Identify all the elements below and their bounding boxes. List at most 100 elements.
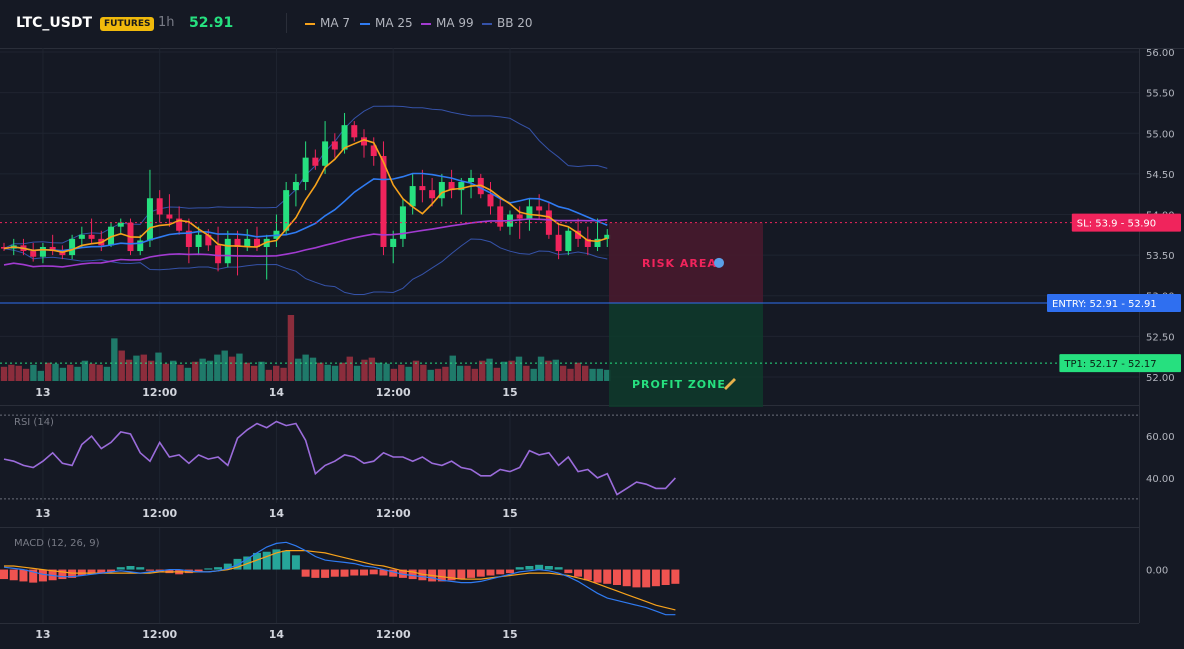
volume-bar	[346, 356, 353, 381]
macd-histogram-bar	[223, 563, 232, 570]
volume-bar	[0, 366, 8, 381]
volume-bar	[103, 366, 111, 381]
volume-bar	[155, 352, 162, 381]
candle-body	[390, 238, 397, 247]
ma7-swatch	[305, 22, 315, 25]
candle-body	[594, 238, 601, 247]
time-tick-label: 12:00	[142, 386, 177, 399]
macd-histogram-bar	[622, 569, 631, 587]
candle-body	[361, 137, 368, 146]
candle-body	[545, 210, 552, 235]
interval-selector[interactable]: 1h	[158, 15, 175, 30]
rocket-icon	[724, 378, 736, 390]
volume-bar	[59, 367, 67, 381]
candle-body	[69, 238, 76, 256]
volume-bar	[574, 362, 582, 381]
volume-bar	[243, 362, 250, 381]
time-tick-label: 14	[269, 507, 285, 520]
macd-histogram-bar	[418, 569, 427, 581]
candle-body	[370, 145, 377, 157]
macd-histogram-bar	[496, 569, 505, 575]
volume-bar	[265, 369, 273, 381]
profit-zone-label: PROFIT ZONE	[632, 378, 726, 391]
time-tick-label: 12:00	[142, 507, 177, 520]
price-tick-label: 56.00	[1146, 48, 1175, 59]
volume-bar	[405, 366, 412, 381]
volume-bar	[464, 365, 471, 381]
volume-bar	[133, 355, 140, 381]
volume-bar	[596, 368, 604, 381]
entry-price-tag: ENTRY: 52.91 - 52.91	[1052, 299, 1157, 310]
macd-histogram-bar	[321, 569, 330, 578]
volume-bar	[287, 315, 295, 381]
symbol-title[interactable]: LTC_USDT	[16, 15, 93, 31]
candle-body	[205, 234, 212, 246]
candle-body	[176, 218, 183, 231]
volume-bar	[228, 356, 236, 381]
time-tick-label: 15	[502, 628, 517, 641]
time-tick-label: 12:00	[376, 628, 411, 641]
macd-histogram-bar	[9, 569, 18, 581]
candle-body	[497, 206, 504, 227]
volume-bar	[37, 370, 44, 381]
volume-bar	[52, 363, 59, 381]
macd-histogram-bar	[535, 564, 544, 570]
legend-ma7[interactable]: MA 7	[305, 16, 350, 30]
volume-bar	[361, 359, 368, 381]
time-tick-label: 12:00	[142, 628, 177, 641]
candle-body	[448, 182, 455, 191]
rsi-tick-label: 60.00	[1146, 432, 1175, 443]
legend-ma25[interactable]: MA 25	[360, 16, 413, 30]
candle-body	[487, 194, 494, 207]
candle-body	[59, 251, 66, 256]
volume-bar	[170, 360, 177, 381]
macd-tick-label: 0.00	[1146, 566, 1168, 577]
legend-bb20[interactable]: BB 20	[482, 16, 533, 30]
volume-bar	[199, 358, 206, 381]
volume-bar	[81, 360, 89, 381]
candle-body	[604, 234, 611, 239]
volume-bar	[331, 365, 339, 381]
legend-ma99-label: MA 99	[436, 16, 474, 30]
candle-body	[49, 246, 56, 252]
volume-bar	[44, 362, 52, 381]
macd-histogram-bar	[126, 566, 135, 570]
candle-body	[156, 198, 163, 215]
candle-body	[380, 156, 387, 247]
candle-body	[292, 182, 299, 191]
tp-price-tag-bg	[1059, 354, 1181, 373]
macd-histogram-bar	[97, 569, 106, 574]
rsi-tick-label: 40.00	[1146, 474, 1175, 485]
volume-bar	[486, 358, 493, 381]
macd-histogram-bar	[671, 569, 680, 584]
macd-histogram-bar	[525, 566, 534, 570]
macd-histogram-bar	[505, 569, 514, 574]
sl-price-tag: SL: 53.9 - 53.90	[1077, 219, 1156, 230]
legend-ma99[interactable]: MA 99	[421, 16, 474, 30]
candle-body	[244, 238, 251, 247]
macd-histogram-bar	[0, 569, 8, 580]
candle-body	[438, 182, 445, 199]
macd-histogram-bar	[204, 568, 213, 570]
volume-bar	[280, 367, 287, 381]
volume-bar	[508, 360, 515, 381]
volume-bar	[523, 365, 530, 381]
volume-bar	[412, 360, 420, 381]
macd-histogram-bar	[311, 569, 320, 578]
risk-area-zone	[609, 222, 763, 304]
legend-ma7-label: MA 7	[320, 16, 351, 30]
price-tick-label: 52.00	[1146, 373, 1175, 384]
time-tick-label: 12:00	[376, 507, 411, 520]
time-tick-label: 14	[269, 628, 285, 641]
macd-histogram-bar	[360, 569, 369, 576]
macd-histogram-bar	[29, 569, 38, 583]
volume-bar	[353, 365, 361, 381]
candle-body	[302, 157, 309, 183]
candle-body	[341, 125, 348, 150]
macd-title: MACD (12, 26, 9)	[14, 538, 100, 549]
candle-body	[108, 226, 115, 246]
candle-body	[117, 222, 124, 227]
volume-bar	[471, 368, 479, 381]
price-tick-label: 54.50	[1146, 170, 1175, 181]
